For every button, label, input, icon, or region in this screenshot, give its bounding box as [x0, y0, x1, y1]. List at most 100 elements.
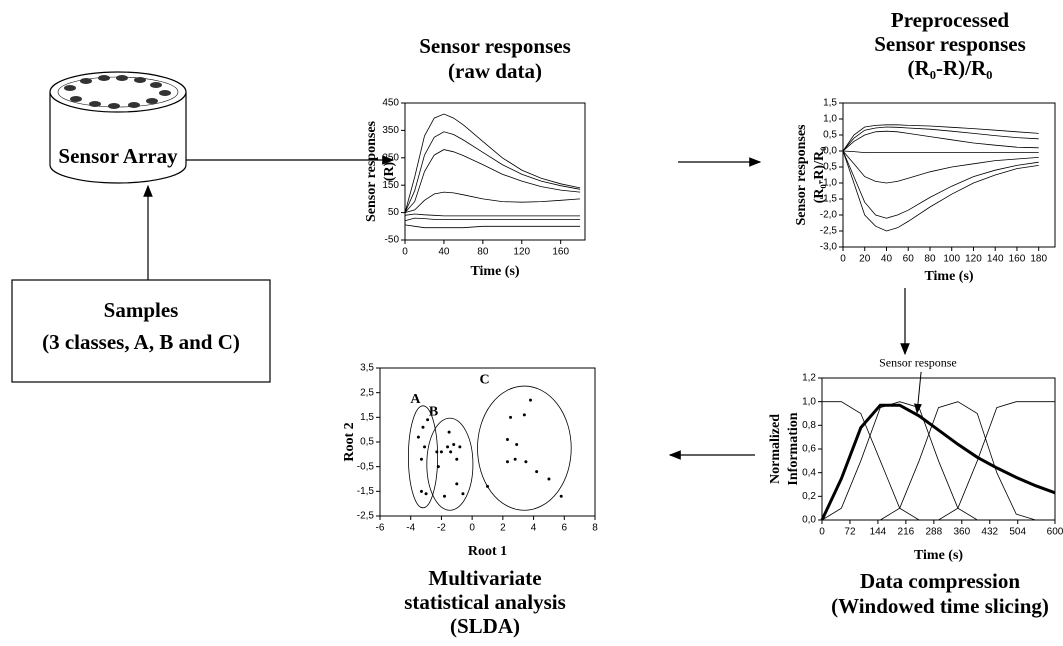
chart-panel: Data compression(Windowed time slicing) N… — [768, 356, 1063, 618]
y-tick-label: -2,5 — [820, 226, 838, 237]
y-tick-label: -1,5 — [820, 194, 838, 205]
data-line — [842, 126, 1039, 152]
data-point — [449, 450, 453, 454]
y-tick-label: -0,5 — [820, 162, 838, 173]
data-point — [513, 457, 517, 461]
x-tick-label: 160 — [1009, 254, 1026, 265]
y-axis-label: Sensor responses — [364, 120, 379, 222]
y-tick-label: 350 — [382, 125, 399, 136]
x-tick-label: 100 — [943, 254, 960, 265]
data-line — [404, 224, 581, 229]
y-tick-label: 450 — [382, 98, 399, 109]
x-tick-label: 40 — [438, 247, 450, 258]
y-tick-label: 1,0 — [802, 396, 816, 407]
data-point — [522, 413, 526, 417]
y-tick-label: 0,8 — [802, 420, 816, 431]
y-tick-label: -2,0 — [820, 210, 838, 221]
x-axis-label: Time (s) — [914, 548, 963, 563]
data-line — [822, 401, 1055, 521]
y-tick-label: 0,5 — [360, 437, 374, 448]
y-tick-label: -3,0 — [820, 242, 838, 253]
data-point — [505, 438, 509, 442]
x-tick-label: 6 — [562, 523, 568, 534]
cluster-label: B — [429, 404, 438, 419]
cluster-ellipse — [426, 417, 474, 511]
data-line — [842, 150, 1039, 153]
data-point — [447, 430, 451, 434]
data-point — [509, 415, 513, 419]
data-point — [559, 494, 563, 498]
x-tick-label: 288 — [925, 527, 942, 538]
data-line — [820, 403, 1056, 521]
samples-node: Samples (3 classes, A, B and C) — [11, 279, 271, 383]
data-point — [458, 445, 462, 449]
data-line — [842, 124, 1039, 152]
x-axis-label: Root 1 — [468, 544, 507, 559]
y-tick-label: 0,0 — [823, 146, 837, 157]
x-tick-label: 2 — [500, 523, 506, 534]
chart-panel: Sensor responses(raw data)Sensor respons… — [364, 34, 586, 279]
annotation-arrow — [913, 371, 922, 414]
cluster-ellipse — [477, 385, 572, 511]
y-tick-label: 3,5 — [360, 363, 374, 374]
data-point — [439, 450, 443, 454]
data-point — [455, 457, 459, 461]
data-point — [419, 457, 423, 461]
plot-frame — [821, 377, 1056, 521]
samples-title: Samples — [104, 298, 179, 322]
x-tick-label: 432 — [981, 527, 998, 538]
y-tick-label: -1,0 — [820, 178, 838, 189]
x-tick-label: 120 — [513, 247, 530, 258]
chart-title: Sensor responses — [874, 32, 1026, 56]
data-point — [435, 450, 439, 454]
cluster-label: A — [410, 392, 421, 407]
data-point — [436, 465, 440, 469]
samples-subtitle: (3 classes, A, B and C) — [42, 330, 240, 354]
cluster-label: C — [480, 372, 490, 387]
y-tick-label: 50 — [388, 207, 400, 218]
y-tick-label: -2,5 — [357, 511, 375, 522]
y-tick-label: -50 — [385, 235, 400, 246]
x-tick-label: 160 — [552, 247, 569, 258]
chart-title: Preprocessed — [891, 8, 1010, 32]
data-line — [842, 150, 1039, 184]
y-tick-label: 250 — [382, 152, 399, 163]
y-tick-label: 0,2 — [802, 491, 816, 502]
data-point — [452, 442, 456, 446]
data-point — [505, 460, 509, 464]
data-line — [404, 113, 581, 213]
plot-frame — [842, 102, 1056, 248]
y-tick-label: 150 — [382, 180, 399, 191]
data-point — [455, 482, 459, 486]
x-tick-label: 8 — [592, 523, 598, 534]
chart-title: statistical analysis — [404, 590, 566, 614]
data-line — [404, 213, 581, 217]
x-tick-label: 20 — [859, 254, 871, 265]
data-line — [404, 191, 581, 213]
chart-title: (R₀-R)/R₀ — [908, 56, 993, 80]
chart-title: Multivariate — [428, 566, 541, 590]
data-point — [443, 494, 446, 498]
y-tick-label: 0,0 — [802, 515, 816, 526]
data-line — [821, 401, 1055, 521]
y-tick-label: 1,5 — [360, 412, 374, 423]
x-tick-label: 144 — [870, 527, 887, 538]
data-line — [842, 150, 1039, 232]
x-tick-label: 80 — [924, 254, 936, 265]
x-tick-label: 600 — [1047, 527, 1063, 538]
chart-title: Data compression — [860, 569, 1020, 593]
y-tick-label: 1,2 — [802, 373, 816, 384]
y-axis-label: Information — [786, 412, 801, 485]
x-tick-label: 504 — [1009, 527, 1026, 538]
data-point — [486, 484, 489, 488]
data-point — [424, 492, 428, 496]
x-axis-label: Time (s) — [470, 264, 519, 279]
plot-frame — [404, 102, 586, 241]
y-tick-label: -1,5 — [357, 486, 375, 497]
x-tick-label: 0 — [840, 254, 846, 265]
x-tick-label: -4 — [406, 523, 415, 534]
data-point — [529, 398, 532, 402]
data-line — [842, 150, 1039, 219]
sensor-array-label: Sensor Array — [58, 144, 178, 168]
cluster-ellipse — [407, 405, 439, 509]
